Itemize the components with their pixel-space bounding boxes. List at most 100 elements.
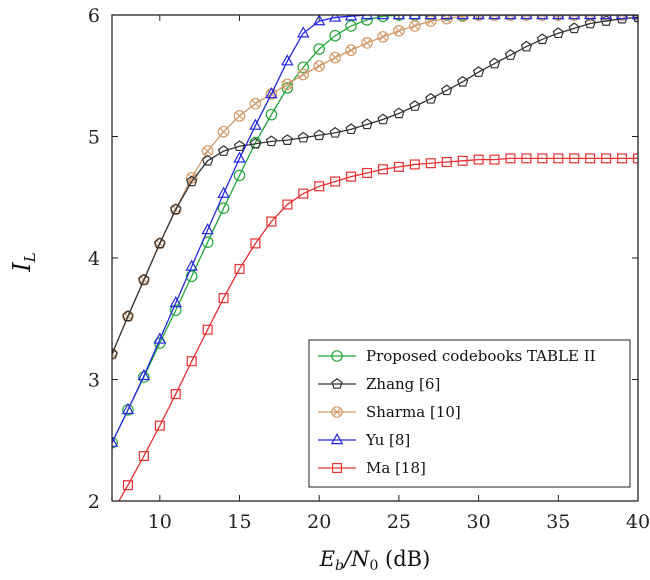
data-point xyxy=(250,238,261,249)
data-point xyxy=(616,15,628,21)
data-point xyxy=(569,153,580,164)
legend-marker xyxy=(331,462,343,474)
data-point xyxy=(297,61,310,74)
data-point xyxy=(185,270,198,283)
data-point xyxy=(489,154,500,165)
data-point xyxy=(297,131,309,143)
data-point xyxy=(409,20,421,32)
legend-box xyxy=(308,339,631,488)
data-point xyxy=(472,15,485,21)
data-point xyxy=(298,188,309,199)
legend-label: Proposed codebooks TABLE II xyxy=(366,347,596,365)
data-point xyxy=(473,154,484,165)
data-point xyxy=(601,153,612,164)
y-tick-label: 3 xyxy=(88,370,100,392)
data-point xyxy=(112,348,118,359)
data-point xyxy=(552,27,564,39)
data-point xyxy=(186,356,197,367)
data-point xyxy=(122,310,134,322)
data-point xyxy=(456,15,469,21)
y-tick-label: 6 xyxy=(88,5,100,27)
data-point xyxy=(425,158,436,169)
data-point xyxy=(345,20,357,32)
data-point xyxy=(488,57,501,69)
data-point xyxy=(169,295,182,308)
data-point xyxy=(360,15,374,20)
data-point xyxy=(329,51,341,64)
data-point xyxy=(217,145,230,156)
data-point xyxy=(568,15,581,20)
data-point xyxy=(536,15,549,20)
data-point xyxy=(393,24,405,37)
data-point xyxy=(313,129,325,141)
data-point xyxy=(504,15,517,20)
data-point xyxy=(393,161,404,172)
data-point xyxy=(202,324,213,335)
legend-entry: Zhang [6] xyxy=(318,375,440,393)
x-tick-label: 15 xyxy=(227,511,251,533)
legend-label: Sharma [10] xyxy=(366,403,461,421)
legend-marker xyxy=(331,378,343,389)
data-point xyxy=(362,167,373,178)
data-point xyxy=(536,33,549,45)
data-point xyxy=(138,451,149,462)
data-point xyxy=(585,153,596,164)
data-point xyxy=(376,15,390,20)
data-point xyxy=(153,332,167,344)
x-axis-label: Eb/N0 (dB) xyxy=(319,547,431,574)
data-point xyxy=(329,126,341,138)
data-point xyxy=(346,171,357,182)
data-point xyxy=(553,153,564,164)
data-point xyxy=(345,123,357,135)
data-point xyxy=(170,203,182,215)
data-point xyxy=(312,15,326,26)
data-point xyxy=(505,153,516,164)
series-line xyxy=(112,16,638,355)
data-point xyxy=(584,15,596,21)
legend-entry: Proposed codebooks TABLE II xyxy=(318,347,596,365)
data-point xyxy=(169,304,182,317)
series-line xyxy=(112,15,638,355)
data-point xyxy=(361,15,373,26)
data-point xyxy=(520,40,533,52)
data-point xyxy=(584,17,596,29)
x-tick-label: 30 xyxy=(467,511,491,533)
series-1 xyxy=(112,15,638,359)
data-point xyxy=(112,435,119,447)
x-tick-label: 40 xyxy=(626,511,650,533)
data-point xyxy=(345,44,357,57)
data-point xyxy=(282,199,293,210)
data-point xyxy=(457,75,469,87)
legend-marker xyxy=(331,406,343,418)
data-point xyxy=(408,15,422,20)
data-point xyxy=(186,175,198,187)
legend-marker xyxy=(330,433,344,445)
data-point xyxy=(440,15,453,20)
data-point xyxy=(520,15,533,21)
tick-labels: 10 15 20 25 30 35 40 2 3 4 5 6 xyxy=(88,5,650,533)
plot-frame xyxy=(111,14,639,502)
data-point xyxy=(361,118,373,130)
data-point xyxy=(377,164,388,175)
data-point xyxy=(377,15,389,23)
data-point xyxy=(552,15,565,21)
data-point xyxy=(249,137,262,149)
data-point xyxy=(138,371,150,383)
data-point xyxy=(217,186,230,198)
legend-label: Zhang [6] xyxy=(366,375,440,393)
data-point xyxy=(297,26,310,38)
data-point xyxy=(521,153,532,164)
data-point xyxy=(424,15,438,20)
x-tick-label: 20 xyxy=(307,511,331,533)
data-point xyxy=(234,263,245,274)
y-tick-label: 4 xyxy=(88,248,100,270)
data-point xyxy=(233,151,246,163)
data-point xyxy=(314,181,325,192)
legend-label: Yu [8] xyxy=(365,431,410,449)
legend-entry: Yu [8] xyxy=(318,431,410,449)
data-point xyxy=(217,202,230,214)
series-layer xyxy=(112,15,638,501)
data-point xyxy=(281,78,294,91)
data-point xyxy=(377,31,389,43)
